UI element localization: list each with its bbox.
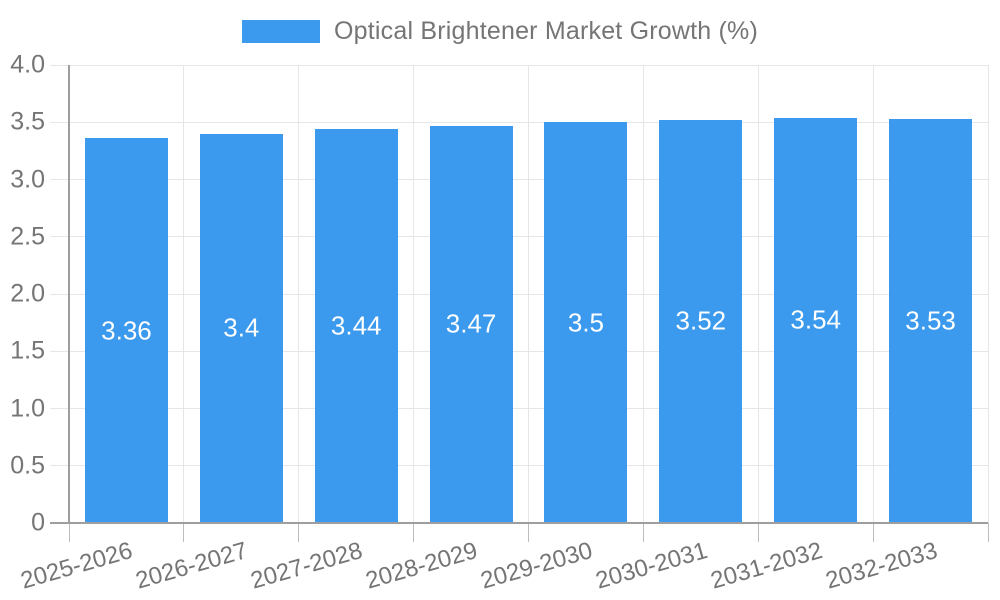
x-axis-tick xyxy=(528,523,529,542)
gridline-x xyxy=(987,65,989,523)
y-axis-line xyxy=(68,65,70,523)
gridline-y xyxy=(50,408,988,409)
y-axis-tick-label: 1.5 xyxy=(10,336,45,365)
chart-legend: Optical Brightener Market Growth (%) xyxy=(0,17,1000,46)
x-axis-line xyxy=(50,522,988,524)
bar-value-label: 3.52 xyxy=(675,305,727,336)
y-axis-tick-label: 2.5 xyxy=(10,222,45,251)
bar-value-label: 3.44 xyxy=(330,310,382,341)
y-axis-tick-label: 0 xyxy=(31,508,45,537)
x-axis-tick xyxy=(987,523,989,542)
x-axis-tick xyxy=(298,523,300,542)
y-axis-tick-label: 2.0 xyxy=(10,279,45,308)
legend-item-market-growth[interactable]: Optical Brightener Market Growth (%) xyxy=(242,17,758,46)
y-axis-tick-label: 1.0 xyxy=(10,394,45,422)
x-axis-tick xyxy=(757,523,759,542)
legend-label: Optical Brightener Market Growth (%) xyxy=(334,17,758,45)
bar-2029-2030 xyxy=(544,122,628,523)
gridline-y xyxy=(50,293,988,295)
bar-value-label: 3.53 xyxy=(905,305,956,336)
bar-2030-2031 xyxy=(659,119,743,523)
gridline-x xyxy=(872,65,874,523)
bar-value-label: 3.47 xyxy=(445,308,497,339)
gridline-y xyxy=(50,465,988,467)
bar-2026-2027 xyxy=(199,133,283,523)
gridline-x xyxy=(642,65,644,523)
bar-value-label: 3.36 xyxy=(101,315,152,346)
bar-2025-2026 xyxy=(84,138,168,523)
gridline-y xyxy=(50,236,988,238)
bar-2031-2032 xyxy=(774,117,858,523)
gridline-y xyxy=(50,350,988,352)
x-axis-tick xyxy=(183,523,185,542)
y-axis-tick-label: 4.0 xyxy=(10,50,45,79)
x-axis-tick xyxy=(68,523,70,542)
bar-2032-2033 xyxy=(889,118,973,523)
gridline-x xyxy=(528,65,529,523)
gridline-x xyxy=(757,65,759,523)
bar-2028-2029 xyxy=(429,125,513,523)
gridline-y xyxy=(50,64,988,66)
bar-value-label: 3.5 xyxy=(567,307,605,338)
bar-value-label: 3.4 xyxy=(223,312,260,343)
y-axis-tick-label: 0.5 xyxy=(10,451,45,480)
bar-2027-2028 xyxy=(314,129,398,523)
x-axis-tick xyxy=(413,523,415,542)
gridline-x xyxy=(298,65,300,523)
y-axis-tick-label: 3.0 xyxy=(10,165,45,193)
gridline-y xyxy=(50,179,988,180)
x-axis-tick xyxy=(872,523,874,542)
bar-value-label: 3.54 xyxy=(790,304,841,335)
y-axis-tick-label: 3.5 xyxy=(10,107,45,136)
gridline-x xyxy=(183,65,185,523)
gridline-x xyxy=(413,65,415,523)
gridline-y xyxy=(50,121,988,123)
legend-swatch xyxy=(242,20,320,43)
x-axis-tick xyxy=(642,523,644,542)
